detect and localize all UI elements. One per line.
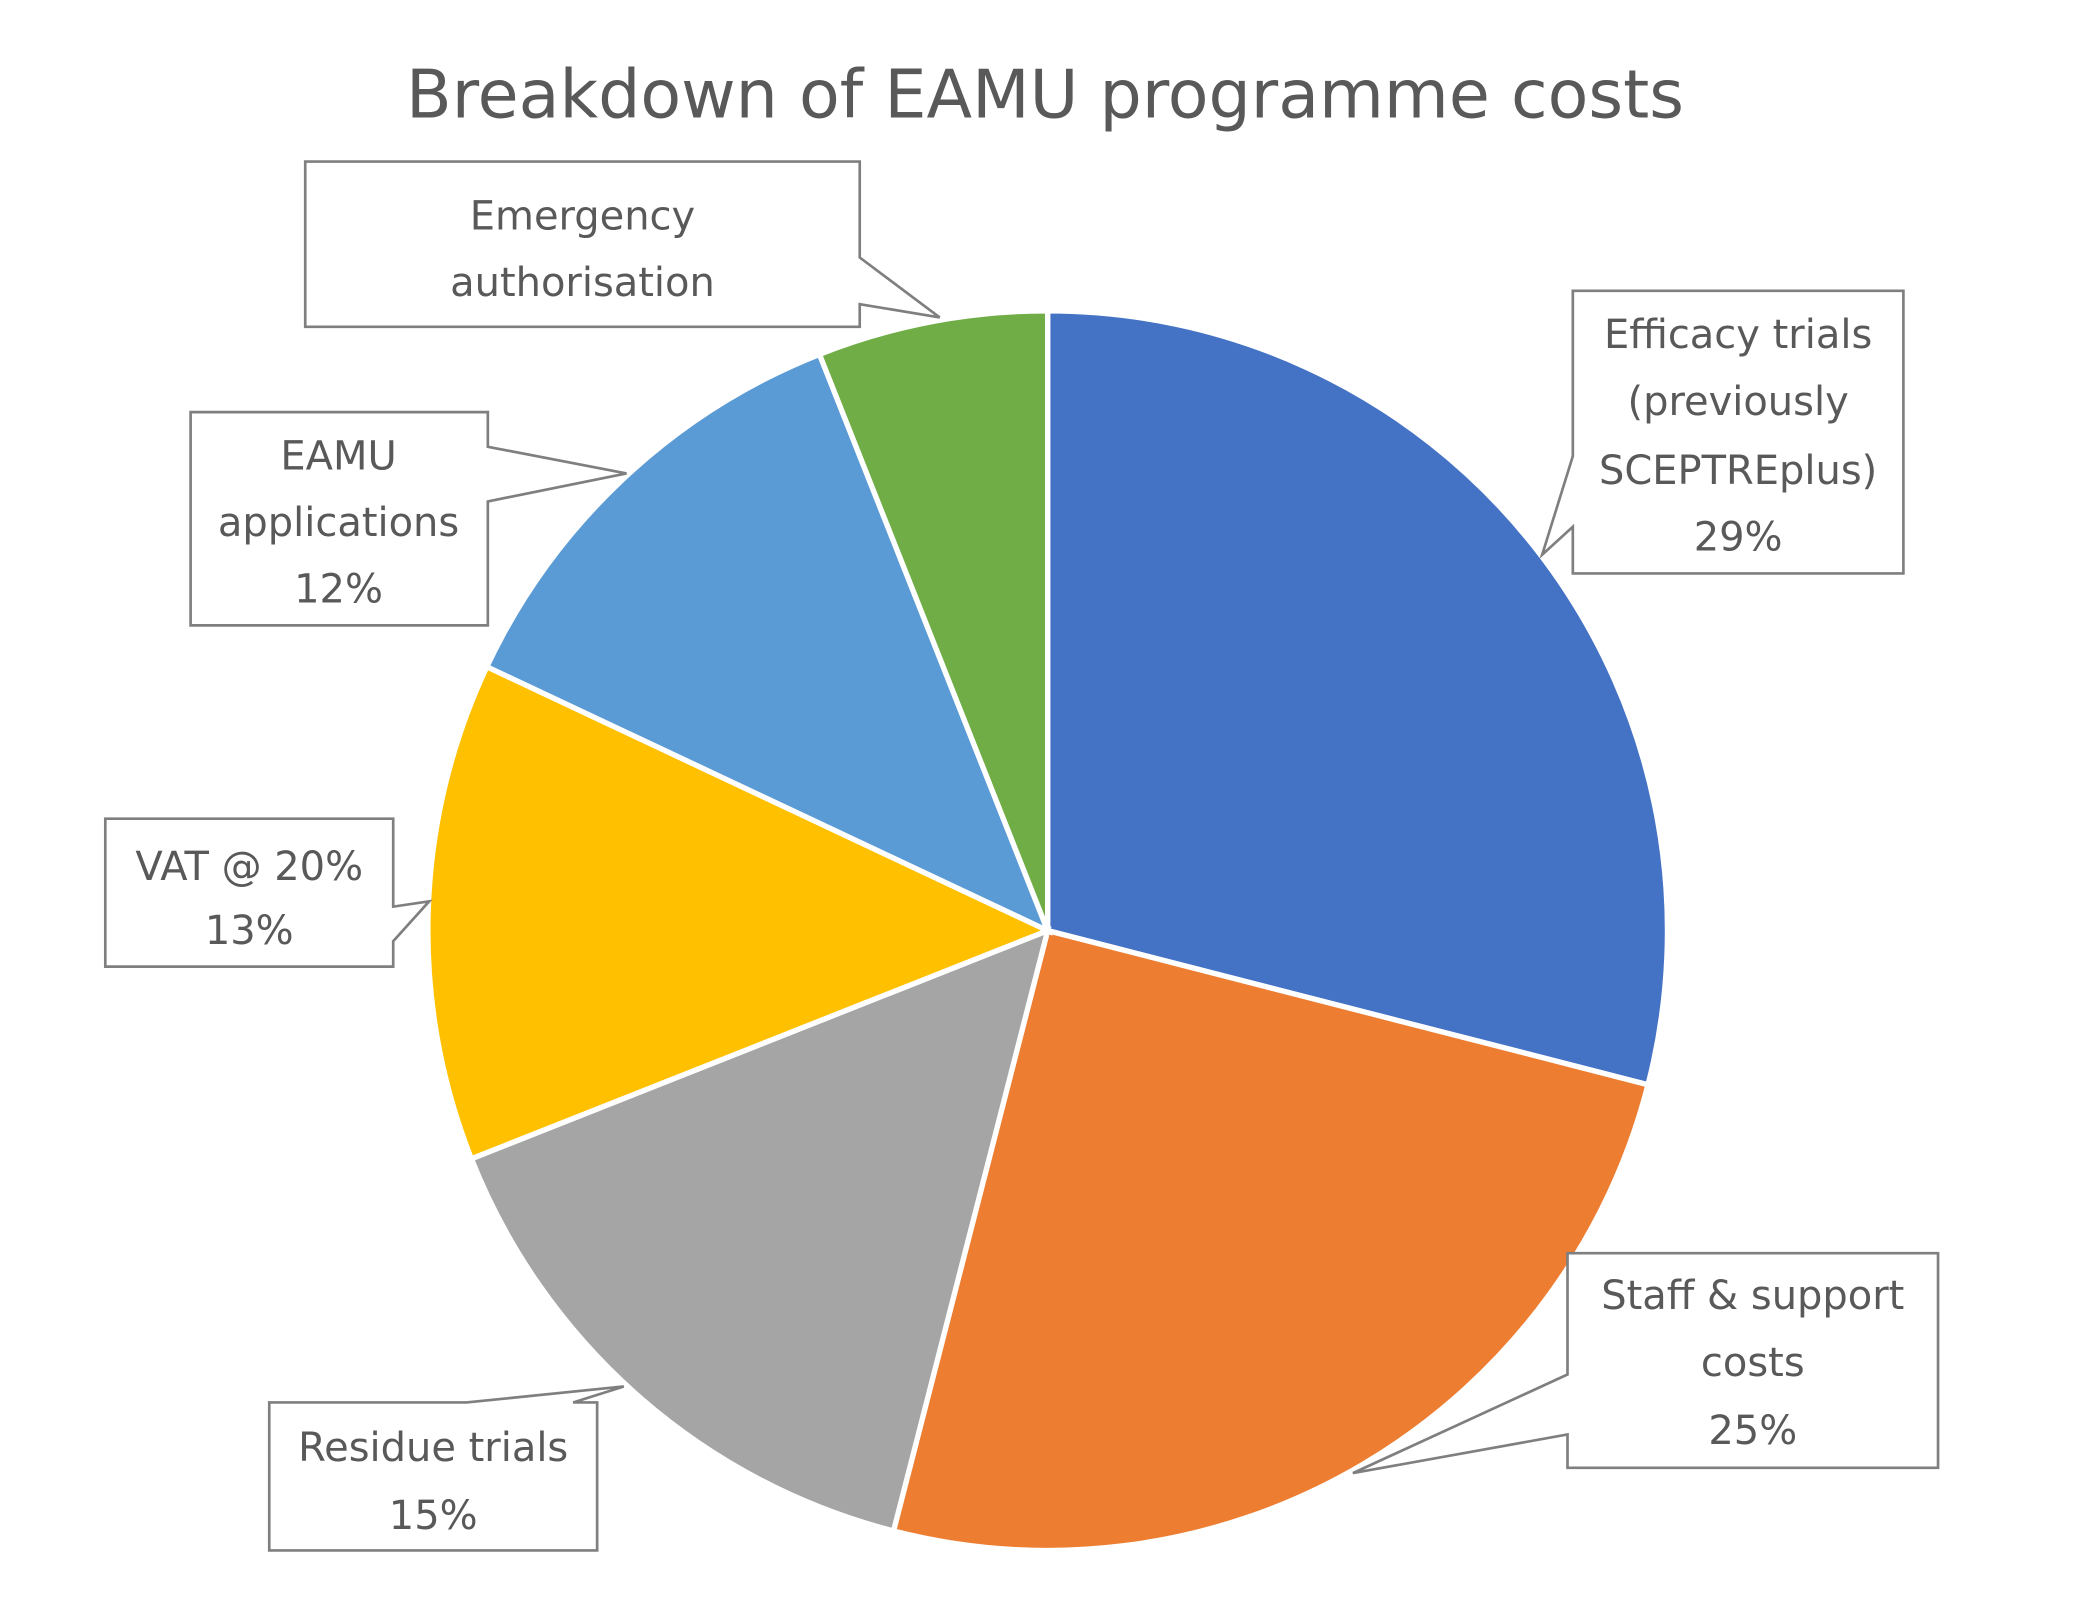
- data-label-eamu-applications: EAMU applications 12%: [189, 410, 627, 627]
- svg-text:SCEPTREplus): SCEPTREplus): [1599, 448, 1877, 494]
- svg-text:EAMU: EAMU: [280, 433, 396, 479]
- pie-slice-eamu-applications: [483, 350, 1053, 936]
- svg-text:29%: 29%: [1694, 515, 1783, 561]
- data-label-emergency-authorisation: Emergency authorisation: [303, 160, 941, 329]
- data-label-efficacy-trials: Efficacy trials (previously SCEPTREplus)…: [1539, 289, 1905, 575]
- svg-text:applications: applications: [218, 500, 459, 546]
- svg-text:(previously: (previously: [1627, 379, 1848, 425]
- svg-text:Residue trials: Residue trials: [298, 1425, 568, 1471]
- svg-text:Emergency: Emergency: [470, 194, 695, 240]
- data-label-residue-trials: Residue trials 15%: [267, 1385, 625, 1552]
- svg-text:VAT @ 20%: VAT @ 20%: [135, 844, 363, 890]
- data-label-vat: VAT @ 20% 13%: [103, 817, 433, 968]
- pie-slices: [425, 308, 1671, 1554]
- chart-title: Breakdown of EAMU programme costs: [406, 56, 1684, 134]
- svg-text:15%: 15%: [389, 1493, 478, 1539]
- svg-text:authorisation: authorisation: [450, 260, 715, 306]
- svg-text:12%: 12%: [294, 567, 383, 613]
- svg-text:costs: costs: [1701, 1340, 1805, 1386]
- pie-slice-emergency-authorisation: [816, 308, 1051, 932]
- svg-text:Staff & support: Staff & support: [1601, 1273, 1904, 1319]
- pie-slice-vat-20: [425, 663, 1055, 1163]
- data-label-staff-support-costs: Staff & support costs 25%: [1352, 1251, 1940, 1475]
- svg-text:13%: 13%: [205, 908, 294, 954]
- svg-text:Efficacy trials: Efficacy trials: [1604, 312, 1872, 358]
- svg-text:25%: 25%: [1708, 1408, 1797, 1454]
- pie-slice-efficacy-trials-previously-sceptreplus: [1045, 308, 1671, 1089]
- pie-slice-staff-support-costs: [890, 927, 1652, 1554]
- pie-slice-residue-trials: [467, 926, 1052, 1535]
